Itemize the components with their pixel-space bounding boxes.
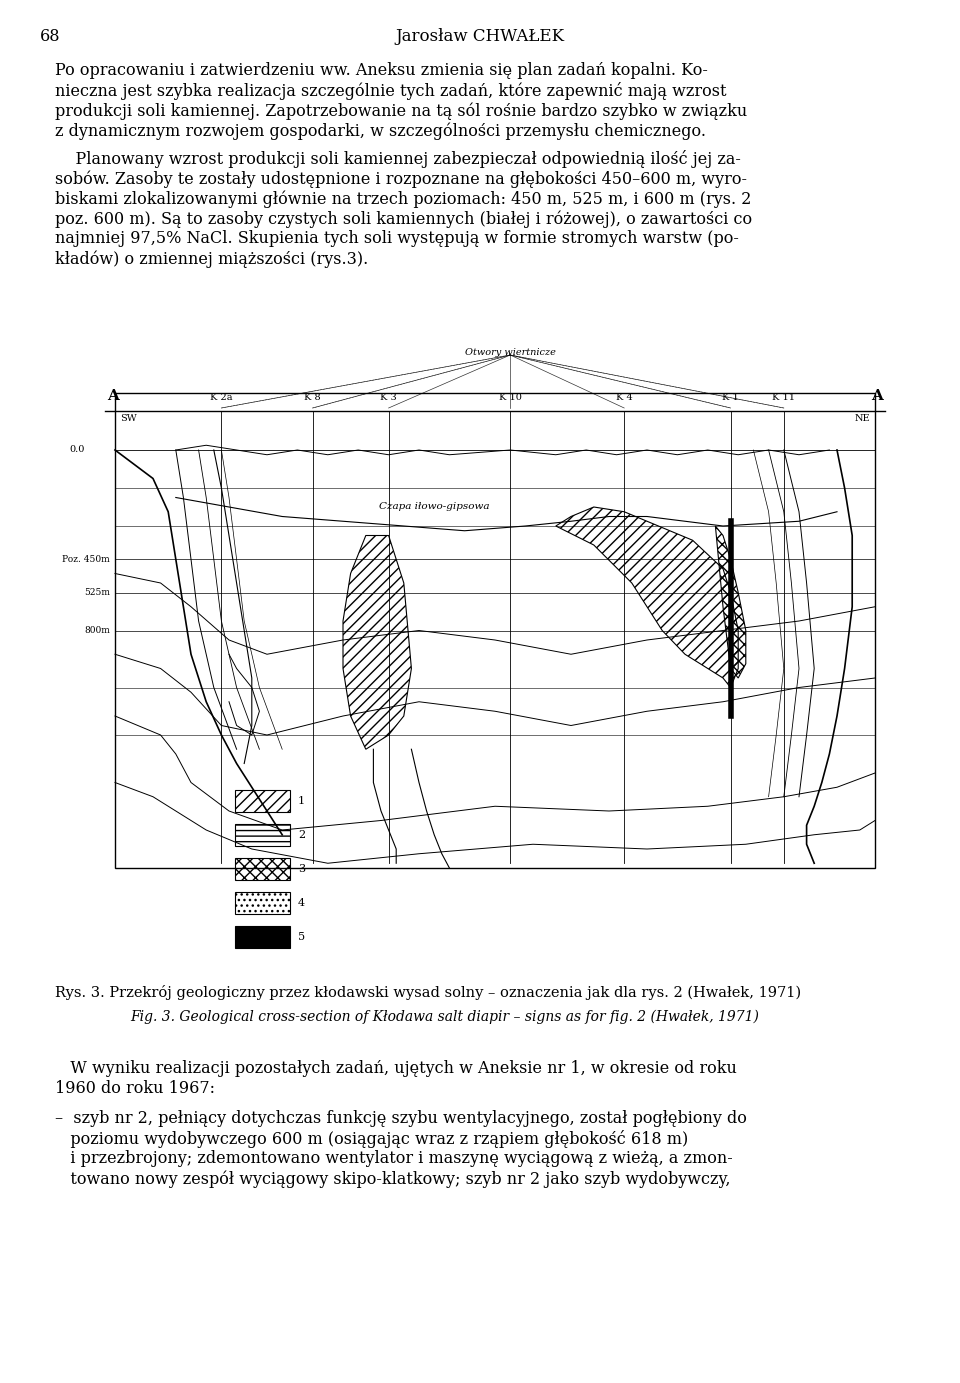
Text: Jarosław CHWAŁEK: Jarosław CHWAŁEK: [396, 28, 564, 46]
Text: biskami zlokalizowanymi głównie na trzech poziomach: 450 m, 525 m, i 600 m (rys.: biskami zlokalizowanymi głównie na trzec…: [55, 189, 752, 207]
Text: Poz. 450m: Poz. 450m: [62, 555, 110, 564]
Text: 3: 3: [298, 864, 305, 874]
Bar: [235, 927, 290, 947]
Text: K 10: K 10: [499, 393, 521, 402]
Text: Fig. 3. Geological cross-section of Kłodawa salt diapir – signs as for fig. 2 (H: Fig. 3. Geological cross-section of Kłod…: [130, 1010, 758, 1025]
Text: Czapa iłowo-gipsowa: Czapa iłowo-gipsowa: [379, 502, 490, 512]
Text: A: A: [107, 389, 119, 402]
Bar: [235, 892, 290, 914]
Text: kładów) o zmiennej miąższości (rys.3).: kładów) o zmiennej miąższości (rys.3).: [55, 250, 369, 267]
Text: nieczna jest szybka realizacja szczególnie tych zadań, które zapewnić mają wzros: nieczna jest szybka realizacja szczególn…: [55, 82, 727, 100]
Text: SW: SW: [120, 414, 136, 423]
Text: i przezbrojony; zdemontowano wentylator i maszynę wyciągową z wieżą, a zmon-: i przezbrojony; zdemontowano wentylator …: [55, 1151, 732, 1167]
Text: 5: 5: [298, 932, 305, 942]
Text: Planowany wzrost produkcji soli kamiennej zabezpieczał odpowiednią ilość jej za-: Planowany wzrost produkcji soli kamienne…: [55, 149, 741, 167]
Text: najmniej 97,5% NaCl. Skupienia tych soli występują w formie stromych warstw (po-: najmniej 97,5% NaCl. Skupienia tych soli…: [55, 230, 739, 248]
Text: –  szyb nr 2, pełniący dotychczas funkcję szybu wentylacyjnego, został pogłębion: – szyb nr 2, pełniący dotychczas funkcję…: [55, 1111, 747, 1127]
Text: K 8: K 8: [304, 393, 321, 402]
Text: Otwory wiertnicze: Otwory wiertnicze: [465, 349, 556, 357]
Text: poz. 600 m). Są to zasoby czystych soli kamiennych (białej i różowej), o zawarto: poz. 600 m). Są to zasoby czystych soli …: [55, 210, 752, 227]
Text: z dynamicznym rozwojem gospodarki, w szczególności przemysłu chemicznego.: z dynamicznym rozwojem gospodarki, w szc…: [55, 122, 706, 140]
Text: K 1: K 1: [722, 393, 739, 402]
Text: 4: 4: [298, 898, 305, 909]
Text: NE: NE: [854, 414, 870, 423]
Text: produkcji soli kamiennej. Zapotrzebowanie na tą sól rośnie bardzo szybko w związ: produkcji soli kamiennej. Zapotrzebowani…: [55, 102, 747, 119]
Text: 525m: 525m: [84, 588, 110, 597]
Text: Rys. 3. Przekrój geologiczny przez kłodawski wysad solny – oznaczenia jak dla ry: Rys. 3. Przekrój geologiczny przez kłoda…: [55, 985, 802, 1000]
Text: poziomu wydobywczego 600 m (osiągając wraz z rząpiem głębokość 618 m): poziomu wydobywczego 600 m (osiągając wr…: [55, 1130, 688, 1148]
Text: W wyniku realizacji pozostałych zadań, ujętych w Aneksie nr 1, w okresie od roku: W wyniku realizacji pozostałych zadań, u…: [55, 1059, 737, 1077]
Text: K 11: K 11: [772, 393, 795, 402]
Text: 1960 do roku 1967:: 1960 do roku 1967:: [55, 1080, 215, 1097]
Text: 0.0: 0.0: [70, 445, 85, 455]
Bar: [235, 857, 290, 880]
Text: A: A: [871, 389, 883, 402]
Text: Po opracowaniu i zatwierdzeniu ww. Aneksu zmienia się plan zadań kopalni. Ko-: Po opracowaniu i zatwierdzeniu ww. Aneks…: [55, 62, 708, 79]
Text: sobów. Zasoby te zostały udostępnione i rozpoznane na głębokości 450–600 m, wyro: sobów. Zasoby te zostały udostępnione i …: [55, 170, 747, 188]
Text: 2: 2: [298, 830, 305, 839]
Text: K 2a: K 2a: [210, 393, 232, 402]
Text: K 4: K 4: [615, 393, 633, 402]
Text: 68: 68: [40, 28, 60, 46]
Text: K 3: K 3: [380, 393, 397, 402]
Text: 1: 1: [298, 797, 305, 806]
Bar: [235, 790, 290, 812]
Bar: [235, 824, 290, 846]
Text: 800m: 800m: [84, 626, 110, 635]
Text: towano nowy zespół wyciągowy skipo-klatkowy; szyb nr 2 jako szyb wydobywczy,: towano nowy zespół wyciągowy skipo-klatk…: [55, 1170, 731, 1188]
Bar: [115, 393, 875, 869]
